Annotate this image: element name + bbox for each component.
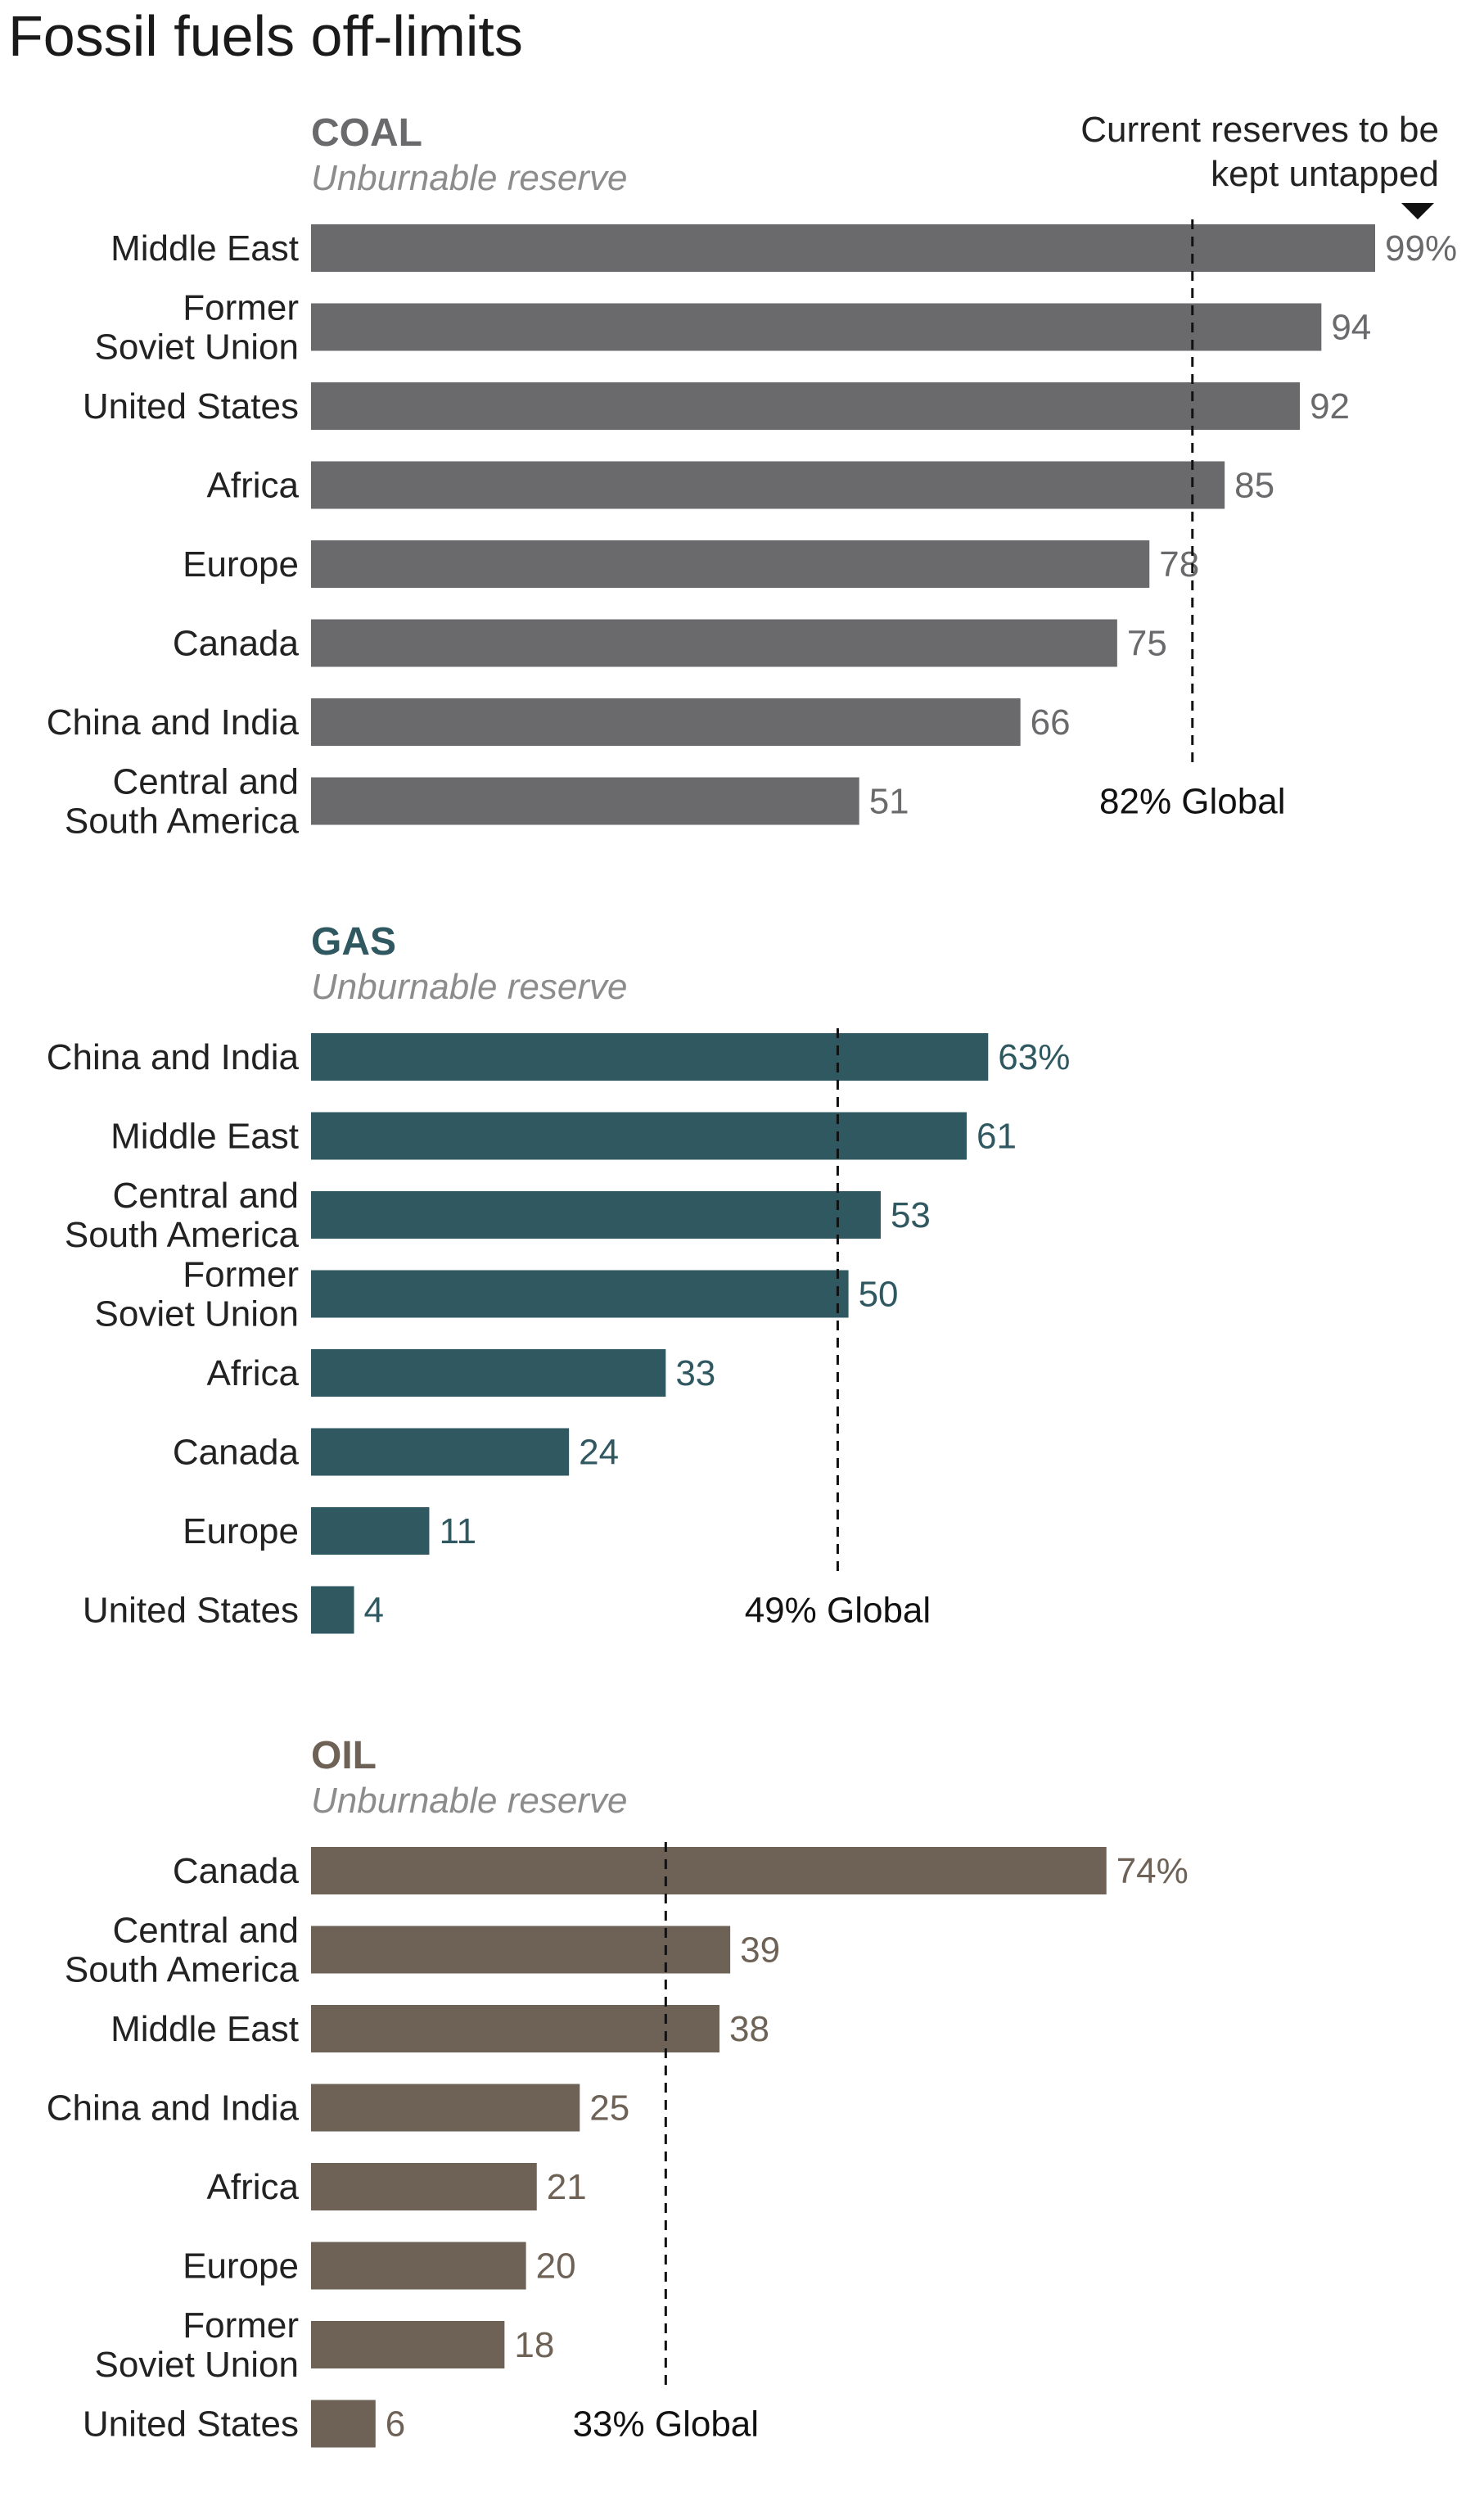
oil-category-label-africa: Africa [207, 2167, 300, 2207]
gas-value-label-canada: 24 [579, 1433, 619, 1473]
coal-bar-china-and-india [311, 698, 1021, 746]
oil-category-label-united-states: United States [83, 2404, 299, 2445]
coal-value-label-china-and-india: 66 [1031, 702, 1071, 743]
coal-bar-middle-east [311, 224, 1375, 272]
coal-value-label-united-states: 92 [1310, 386, 1350, 427]
gas-panel-subtitle: Unburnable reserve [311, 967, 627, 1007]
annotation-arrow-icon [1401, 203, 1434, 219]
oil-value-label-africa: 21 [547, 2167, 587, 2207]
coal-global-reference-label: 82% Global [1099, 782, 1285, 822]
gas-category-label-united-states: United States [83, 1591, 299, 1631]
gas-bar-europe [311, 1507, 430, 1555]
gas-global-reference-label: 49% Global [745, 1591, 931, 1631]
reserves-annotation: Current reserves to be kept untapped [948, 108, 1439, 196]
gas-category-label-central-and-south-america: Central and [113, 1176, 299, 1216]
oil-category-label-middle-east: Middle East [111, 2009, 299, 2049]
oil-category-label-central-and-south-america: Central and [113, 1911, 299, 1951]
coal-value-label-middle-east: 99% [1385, 228, 1457, 269]
gas-value-label-middle-east: 61 [977, 1117, 1017, 1157]
gas-value-label-central-and-south-america: 53 [891, 1195, 931, 1235]
gas-bar-africa [311, 1349, 666, 1397]
oil-value-label-former-soviet-union: 18 [514, 2325, 554, 2365]
coal-category-label-canada: Canada [173, 624, 300, 664]
oil-bar-europe [311, 2242, 526, 2290]
gas-value-label-united-states: 4 [364, 1591, 384, 1631]
gas-category-label-canada: Canada [173, 1433, 300, 1473]
oil-panel-subtitle: Unburnable reserve [311, 1781, 627, 1821]
gas-category-label-former-soviet-union: Former [183, 1255, 299, 1295]
coal-category-label-europe: Europe [183, 544, 299, 585]
gas-value-label-africa: 33 [675, 1353, 715, 1393]
oil-category-label-china-and-india: China and India [47, 2088, 300, 2129]
annotation-line-1: Current reserves to be [1080, 110, 1439, 150]
oil-value-label-europe: 20 [536, 2246, 576, 2287]
oil-panel-title: OIL [311, 1734, 377, 1777]
gas-category-label-europe: Europe [183, 1511, 299, 1551]
gas-bar-united-states [311, 1586, 354, 1634]
gas-value-label-china-and-india: 63% [998, 1037, 1070, 1077]
oil-bar-canada [311, 1847, 1107, 1894]
oil-value-label-middle-east: 38 [729, 2009, 769, 2049]
oil-category-label-former-soviet-union: Soviet Union [95, 2345, 299, 2385]
gas-bar-canada [311, 1428, 570, 1476]
coal-panel-subtitle: Unburnable reserve [311, 158, 627, 198]
oil-bar-middle-east [311, 2005, 719, 2052]
gas-value-label-former-soviet-union: 50 [859, 1275, 899, 1315]
oil-category-label-canada: Canada [173, 1851, 300, 1891]
oil-value-label-canada: 74% [1116, 1851, 1189, 1891]
coal-category-label-central-and-south-america: South America [65, 801, 300, 842]
coal-value-label-africa: 85 [1234, 466, 1274, 506]
oil-bar-united-states [311, 2400, 376, 2448]
coal-bar-central-and-south-america [311, 777, 859, 825]
coal-bar-united-states [311, 382, 1301, 430]
coal-category-label-former-soviet-union: Soviet Union [95, 327, 299, 368]
coal-value-label-former-soviet-union: 94 [1331, 308, 1371, 348]
coal-category-label-africa: Africa [207, 466, 300, 506]
gas-category-label-former-soviet-union: Soviet Union [95, 1294, 299, 1334]
gas-category-label-china-and-india: China and India [47, 1037, 300, 1077]
annotation-line-2: kept untapped [1211, 154, 1439, 194]
oil-bar-central-and-south-america [311, 1926, 731, 1974]
gas-panel-title: GAS [311, 920, 396, 964]
oil-category-label-europe: Europe [183, 2246, 299, 2287]
coal-bar-former-soviet-union [311, 303, 1322, 351]
coal-value-label-central-and-south-america: 51 [869, 782, 909, 822]
oil-category-label-former-soviet-union: Former [183, 2305, 299, 2346]
coal-bar-africa [311, 461, 1225, 509]
coal-bar-europe [311, 540, 1150, 588]
gas-bar-former-soviet-union [311, 1270, 849, 1318]
gas-category-label-middle-east: Middle East [111, 1117, 299, 1157]
page-title: Fossil fuels off-limits [8, 4, 523, 68]
oil-bar-china-and-india [311, 2084, 580, 2132]
oil-bar-former-soviet-union [311, 2321, 505, 2368]
oil-value-label-china-and-india: 25 [589, 2088, 629, 2129]
oil-value-label-united-states: 6 [386, 2404, 405, 2445]
coal-category-label-former-soviet-union: Former [183, 288, 299, 328]
coal-value-label-canada: 75 [1127, 624, 1167, 664]
coal-panel-title: COAL [311, 111, 422, 155]
coal-category-label-united-states: United States [83, 386, 299, 427]
gas-value-label-europe: 11 [439, 1511, 476, 1551]
coal-bar-canada [311, 619, 1117, 667]
oil-bar-africa [311, 2163, 537, 2210]
oil-category-label-central-and-south-america: South America [65, 1950, 300, 1990]
coal-category-label-central-and-south-america: Central and [113, 762, 299, 802]
gas-category-label-africa: Africa [207, 1353, 300, 1393]
oil-value-label-central-and-south-america: 39 [740, 1930, 780, 1971]
gas-bar-china-and-india [311, 1033, 989, 1081]
coal-category-label-middle-east: Middle East [111, 228, 299, 269]
gas-bar-middle-east [311, 1112, 968, 1160]
coal-category-label-china-and-india: China and India [47, 702, 300, 743]
oil-global-reference-label: 33% Global [573, 2404, 759, 2445]
gas-bar-central-and-south-america [311, 1191, 881, 1239]
gas-category-label-central-and-south-america: South America [65, 1215, 300, 1255]
